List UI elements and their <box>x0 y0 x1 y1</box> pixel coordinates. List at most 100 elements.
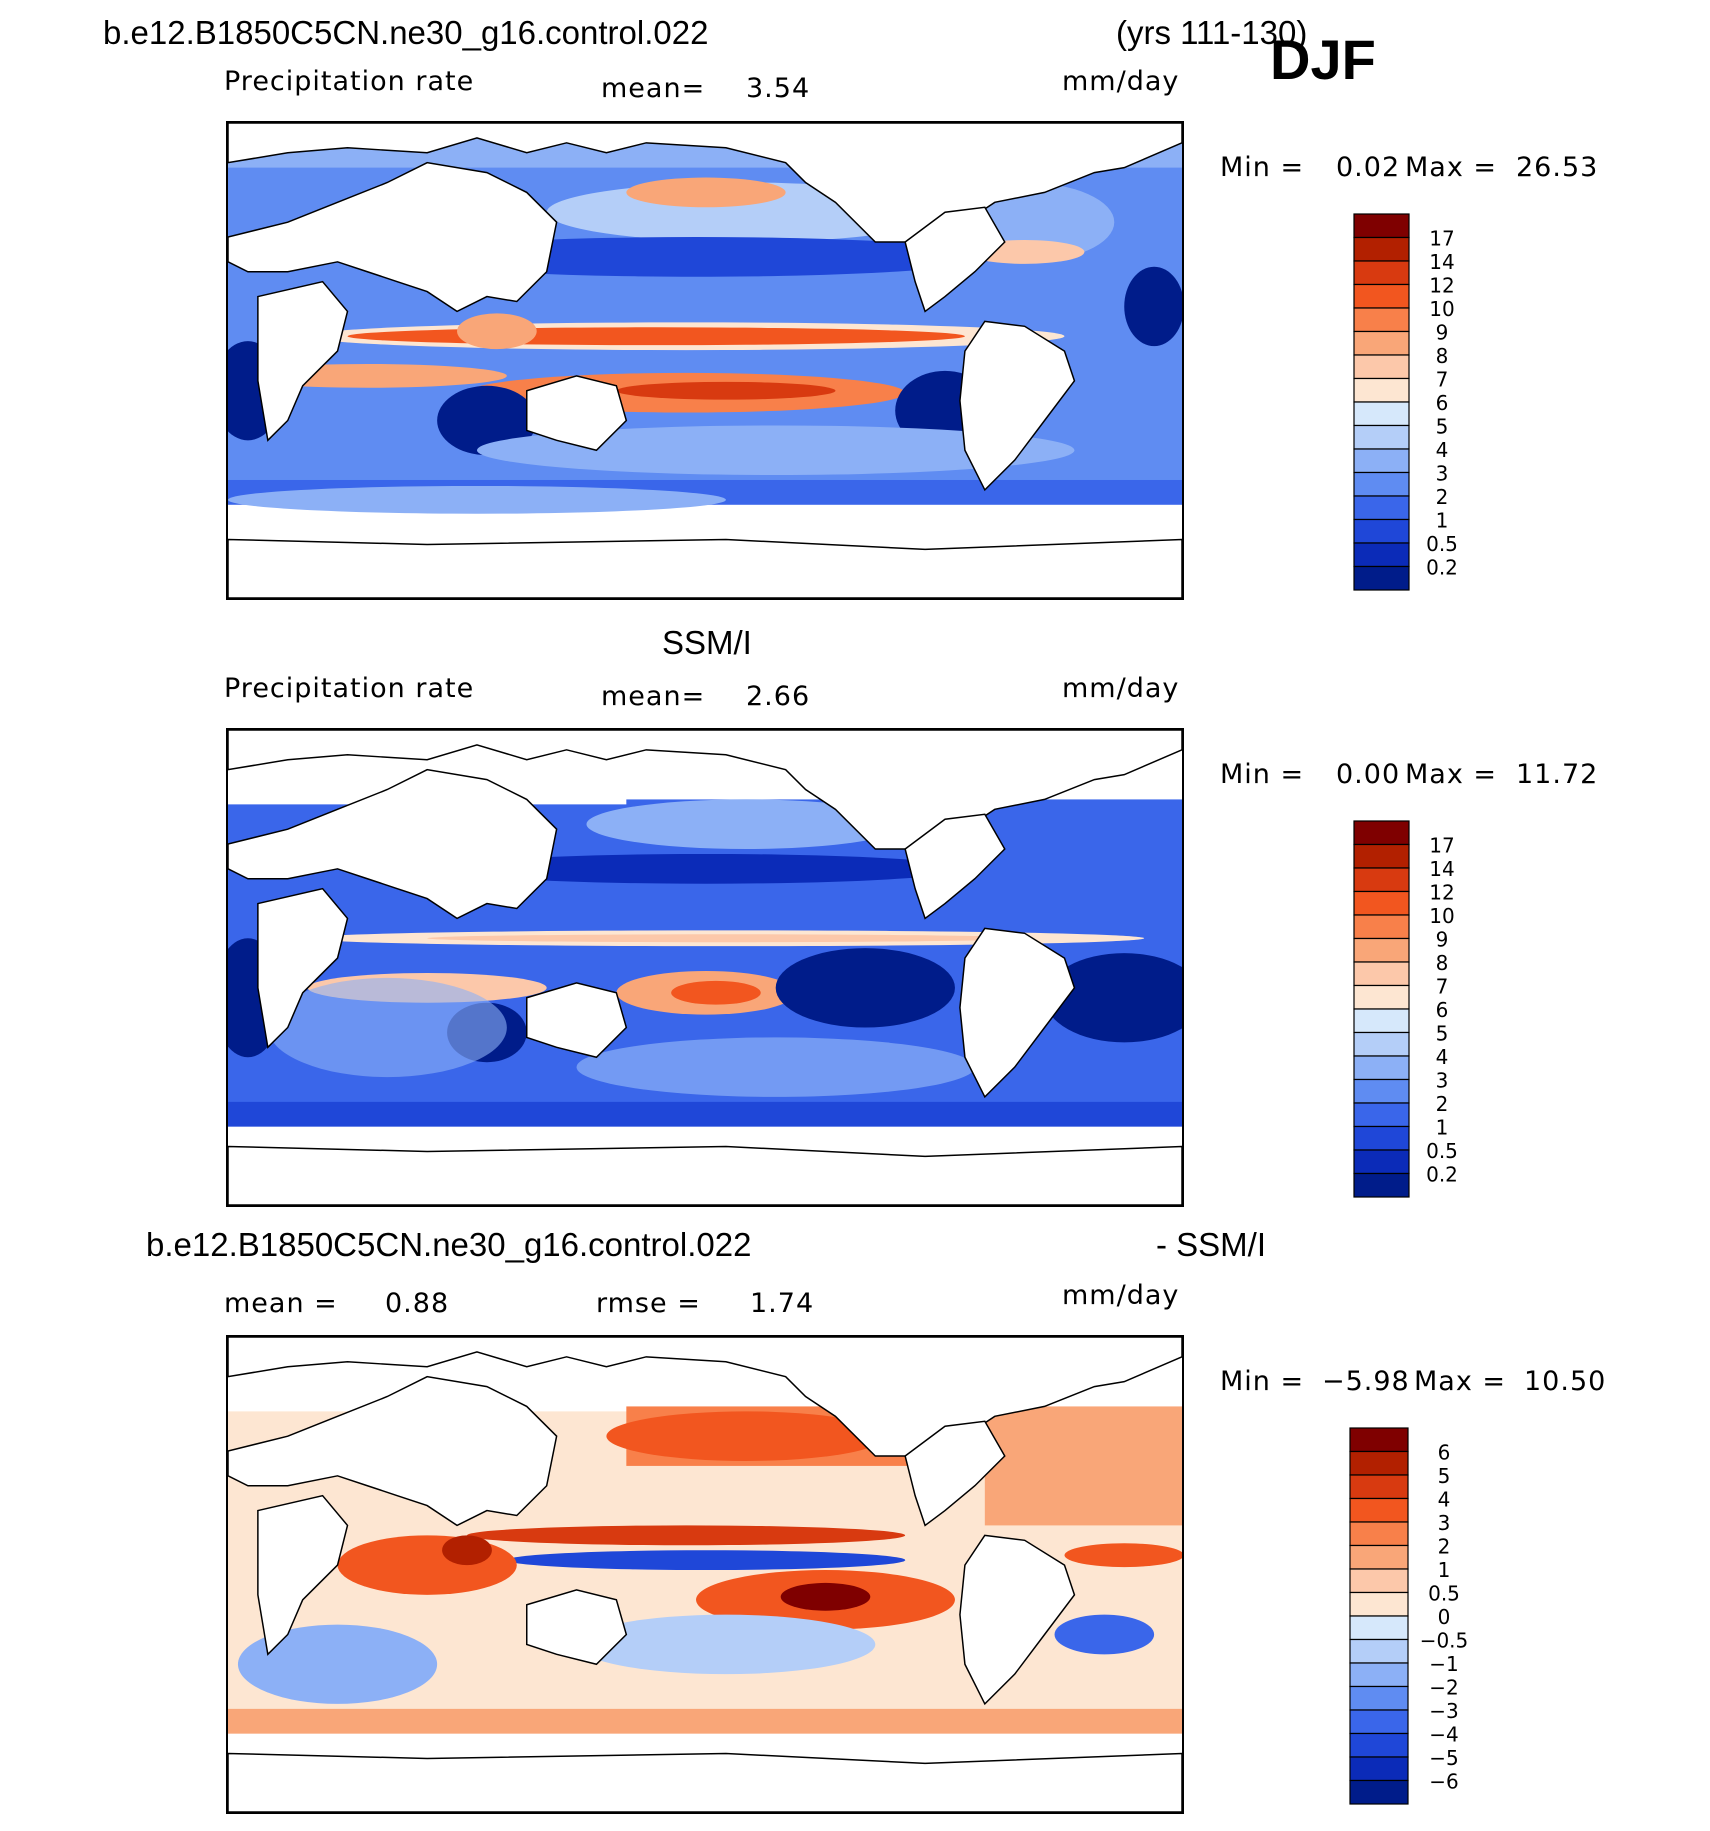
colorbar-tick-label: 8 <box>1436 951 1449 975</box>
colorbar-swatch <box>1349 1521 1409 1547</box>
panel2-max-value: 11.72 <box>1516 759 1599 790</box>
colorbar-tick-label: 4 <box>1438 1488 1451 1512</box>
panel2-max-label: Max = <box>1405 759 1498 790</box>
colorbar-tick-label: 6 <box>1436 998 1449 1022</box>
colorbar-tick-label: 0.5 <box>1426 1139 1458 1163</box>
colorbar-tick-label: 0 <box>1438 1605 1451 1629</box>
colorbar-tick-label: 3 <box>1436 1069 1449 1093</box>
colorbar-swatch <box>1353 354 1410 380</box>
colorbar-swatch <box>1349 1615 1409 1641</box>
colorbar-swatch <box>1353 867 1410 893</box>
diff-obs-title: - SSM/I <box>1156 1226 1267 1263</box>
colorbar-tick-label: 7 <box>1436 975 1449 999</box>
colorbar-tick-label: 14 <box>1429 857 1454 881</box>
colorbar-tick-label: 3 <box>1438 1511 1451 1535</box>
panel3-max-value: 10.50 <box>1524 1366 1607 1397</box>
panel3-mean-value: 0.88 <box>385 1288 450 1319</box>
colorbar-tick-label: 6 <box>1436 391 1449 415</box>
colorbar-swatch <box>1353 495 1410 521</box>
difference-field <box>228 1337 1182 1812</box>
colorbar-tick-label: −3 <box>1429 1699 1458 1723</box>
colorbar-tick-label: 2 <box>1438 1535 1451 1559</box>
case-name-title: b.e12.B1850C5CN.ne30_g16.control.022 <box>103 14 709 51</box>
colorbar-tick-label: 6 <box>1438 1441 1451 1465</box>
colorbar-swatch <box>1353 260 1410 286</box>
colorbar-swatch <box>1349 1591 1409 1617</box>
colorbar-tick-label: 2 <box>1436 485 1449 509</box>
dataset-title-ssmi: SSM/I <box>662 624 752 661</box>
panel3-min-label: Min = <box>1220 1366 1305 1397</box>
colorbar-swatch <box>1349 1756 1409 1782</box>
panel2-variable-label: Precipitation rate <box>224 673 475 704</box>
colorbar-tick-label: 0.5 <box>1426 532 1458 556</box>
panel1-max-label: Max = <box>1405 152 1498 183</box>
panel1-mean-label: mean= <box>601 73 706 104</box>
colorbar-swatch <box>1353 1008 1410 1034</box>
panel3-max-label: Max = <box>1414 1366 1507 1397</box>
colorbar-tick-label: 10 <box>1429 904 1454 928</box>
colorbar-swatch <box>1349 1450 1409 1476</box>
colorbar-swatch <box>1353 1149 1410 1175</box>
colorbar-swatch <box>1349 1709 1409 1735</box>
colorbar-swatch <box>1349 1638 1409 1664</box>
panel3-units: mm/day <box>1062 1280 1180 1311</box>
colorbar-swatch <box>1353 213 1410 239</box>
panel1-mean-value: 3.54 <box>746 73 811 104</box>
colorbar-tick-label: −6 <box>1429 1770 1458 1794</box>
years-label: (yrs 111-130) <box>1116 14 1308 51</box>
colorbar-tick-label: 4 <box>1436 438 1449 462</box>
colorbar-swatch <box>1353 565 1410 591</box>
panel1-min-value: 0.02 <box>1336 152 1401 183</box>
colorbar-swatch <box>1353 961 1410 987</box>
colorbar-swatch <box>1349 1662 1409 1688</box>
colorbar-swatch <box>1353 1172 1410 1198</box>
panel1-variable-label: Precipitation rate <box>224 66 475 97</box>
colorbar-swatch <box>1349 1427 1409 1453</box>
colorbar-swatch <box>1349 1544 1409 1570</box>
colorbar-tick-label: 17 <box>1429 227 1454 251</box>
panel3-min-value: −5.98 <box>1322 1366 1410 1397</box>
colorbar-swatch <box>1353 542 1410 568</box>
colorbar-tick-label: 8 <box>1436 344 1449 368</box>
colorbar-swatch <box>1349 1732 1409 1758</box>
colorbar-tick-label: 2 <box>1436 1092 1449 1116</box>
colorbar-tick-label: −0.5 <box>1420 1629 1469 1653</box>
colorbar-tick-label: −2 <box>1429 1676 1458 1700</box>
colorbar-tick-label: 12 <box>1429 274 1454 298</box>
colorbar-swatch <box>1349 1779 1409 1805</box>
colorbar-tick-label: 9 <box>1436 928 1449 952</box>
colorbar-tick-label: 7 <box>1436 368 1449 392</box>
colorbar-swatch <box>1353 914 1410 940</box>
panel2-mean-value: 2.66 <box>746 681 811 712</box>
colorbar-swatch <box>1353 1055 1410 1081</box>
colorbar-tick-label: 1 <box>1436 509 1449 533</box>
season-label: DJF <box>1270 28 1376 91</box>
colorbar-tick-label: 0.2 <box>1426 1163 1458 1187</box>
ssmi-precip-map <box>226 728 1184 1207</box>
colorbar-swatch <box>1349 1474 1409 1500</box>
colorbar-tick-label: 14 <box>1429 250 1454 274</box>
colorbar-swatch <box>1353 424 1410 450</box>
colorbar-tick-label: −4 <box>1429 1723 1458 1747</box>
colorbar-swatch <box>1353 330 1410 356</box>
colorbar-tick-label: 1 <box>1438 1558 1451 1582</box>
colorbar-tick-label: 9 <box>1436 321 1449 345</box>
model-precip-field <box>228 123 1182 598</box>
colorbar-tick-label: 4 <box>1436 1045 1449 1069</box>
model-precip-map <box>226 121 1184 600</box>
colorbar-swatch <box>1353 1102 1410 1128</box>
colorbar-tick-label: 5 <box>1438 1464 1451 1488</box>
colorbar-tick-label: 5 <box>1436 415 1449 439</box>
colorbar-tick-label: 1 <box>1436 1116 1449 1140</box>
diff-case-title: b.e12.B1850C5CN.ne30_g16.control.022 <box>146 1226 752 1263</box>
panel2-min-value: 0.00 <box>1336 759 1401 790</box>
panel1-colorbar: 17 14 12 10 9 8 7 6 5 4 3 2 1 0.5 0.2 <box>1352 213 1472 594</box>
panel3-mean-label: mean = <box>224 1288 338 1319</box>
colorbar-swatch <box>1353 1125 1410 1151</box>
colorbar-swatch <box>1353 448 1410 474</box>
panel3-rmse-value: 1.74 <box>750 1288 815 1319</box>
panel1-min-label: Min = <box>1220 152 1305 183</box>
panel3-colorbar: 6 5 4 3 2 1 0.5 0 −0.5 −1 −2 −3 −4 −5 −6 <box>1348 1427 1478 1808</box>
colorbar-swatch <box>1353 1078 1410 1104</box>
colorbar-swatch <box>1353 307 1410 333</box>
